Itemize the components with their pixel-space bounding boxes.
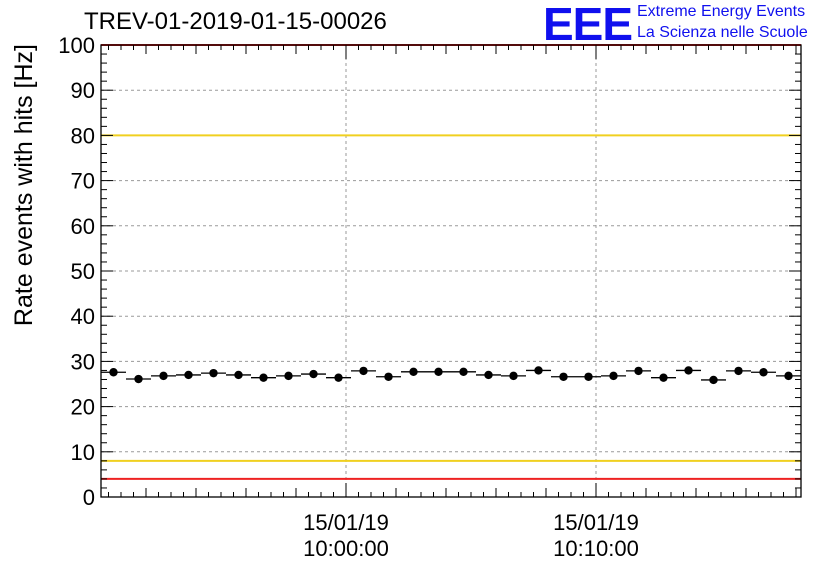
logo-subtitle-line2: La Scienza nelle Scuole	[637, 24, 808, 41]
data-point	[559, 372, 568, 381]
y-tick-label: 90	[71, 78, 95, 103]
data-point	[259, 373, 268, 382]
data-point	[234, 370, 243, 380]
data-point	[209, 368, 218, 378]
data-point	[434, 367, 443, 376]
y-tick-label: 0	[83, 485, 95, 510]
y-tick-label: 50	[71, 259, 95, 284]
data-point	[484, 370, 493, 380]
logo-subtitle-line1: Extreme Energy Events	[637, 3, 806, 20]
y-axis-title: Rate events with hits [Hz]	[10, 44, 38, 326]
y-tick-label: 10	[71, 440, 95, 465]
y-tick-label: 40	[71, 304, 95, 329]
data-point	[634, 366, 643, 376]
y-tick-label: 80	[71, 123, 95, 148]
axis-ticks	[101, 44, 801, 498]
data-point	[134, 374, 143, 384]
data-point	[284, 371, 293, 381]
data-point	[684, 366, 693, 375]
data-point	[459, 367, 468, 376]
grid	[101, 45, 801, 497]
data-point	[109, 368, 118, 377]
axis-labels: 010203040506070809010015/01/1910:00:0015…	[58, 33, 639, 561]
eee-logo: EEE	[543, 0, 633, 50]
y-tick-label: 30	[71, 349, 95, 374]
data-point	[784, 371, 793, 381]
y-tick-label: 20	[71, 395, 95, 420]
x-tick-time-label: 10:10:00	[553, 536, 639, 561]
reference-lines	[101, 44, 801, 480]
data-points	[101, 366, 801, 385]
data-point	[384, 372, 393, 381]
data-point	[184, 370, 193, 380]
x-tick-date-label: 15/01/19	[553, 510, 639, 535]
data-point	[734, 366, 743, 376]
y-tick-label: 60	[71, 214, 95, 239]
x-tick-time-label: 10:00:00	[303, 536, 389, 561]
chart-title: TREV-01-2019-01-15-00026	[84, 8, 387, 35]
y-tick-label: 100	[58, 33, 95, 58]
data-point	[759, 368, 768, 377]
data-point	[359, 366, 368, 376]
data-point	[159, 371, 168, 381]
data-point	[334, 373, 343, 382]
data-point	[309, 369, 318, 379]
data-point	[509, 371, 518, 381]
data-point	[609, 371, 618, 381]
data-point	[659, 373, 668, 382]
y-tick-label: 70	[71, 169, 95, 194]
data-point	[584, 372, 593, 381]
data-point	[534, 366, 543, 375]
data-point	[409, 367, 418, 376]
x-tick-date-label: 15/01/19	[303, 510, 389, 535]
data-point	[709, 375, 718, 385]
